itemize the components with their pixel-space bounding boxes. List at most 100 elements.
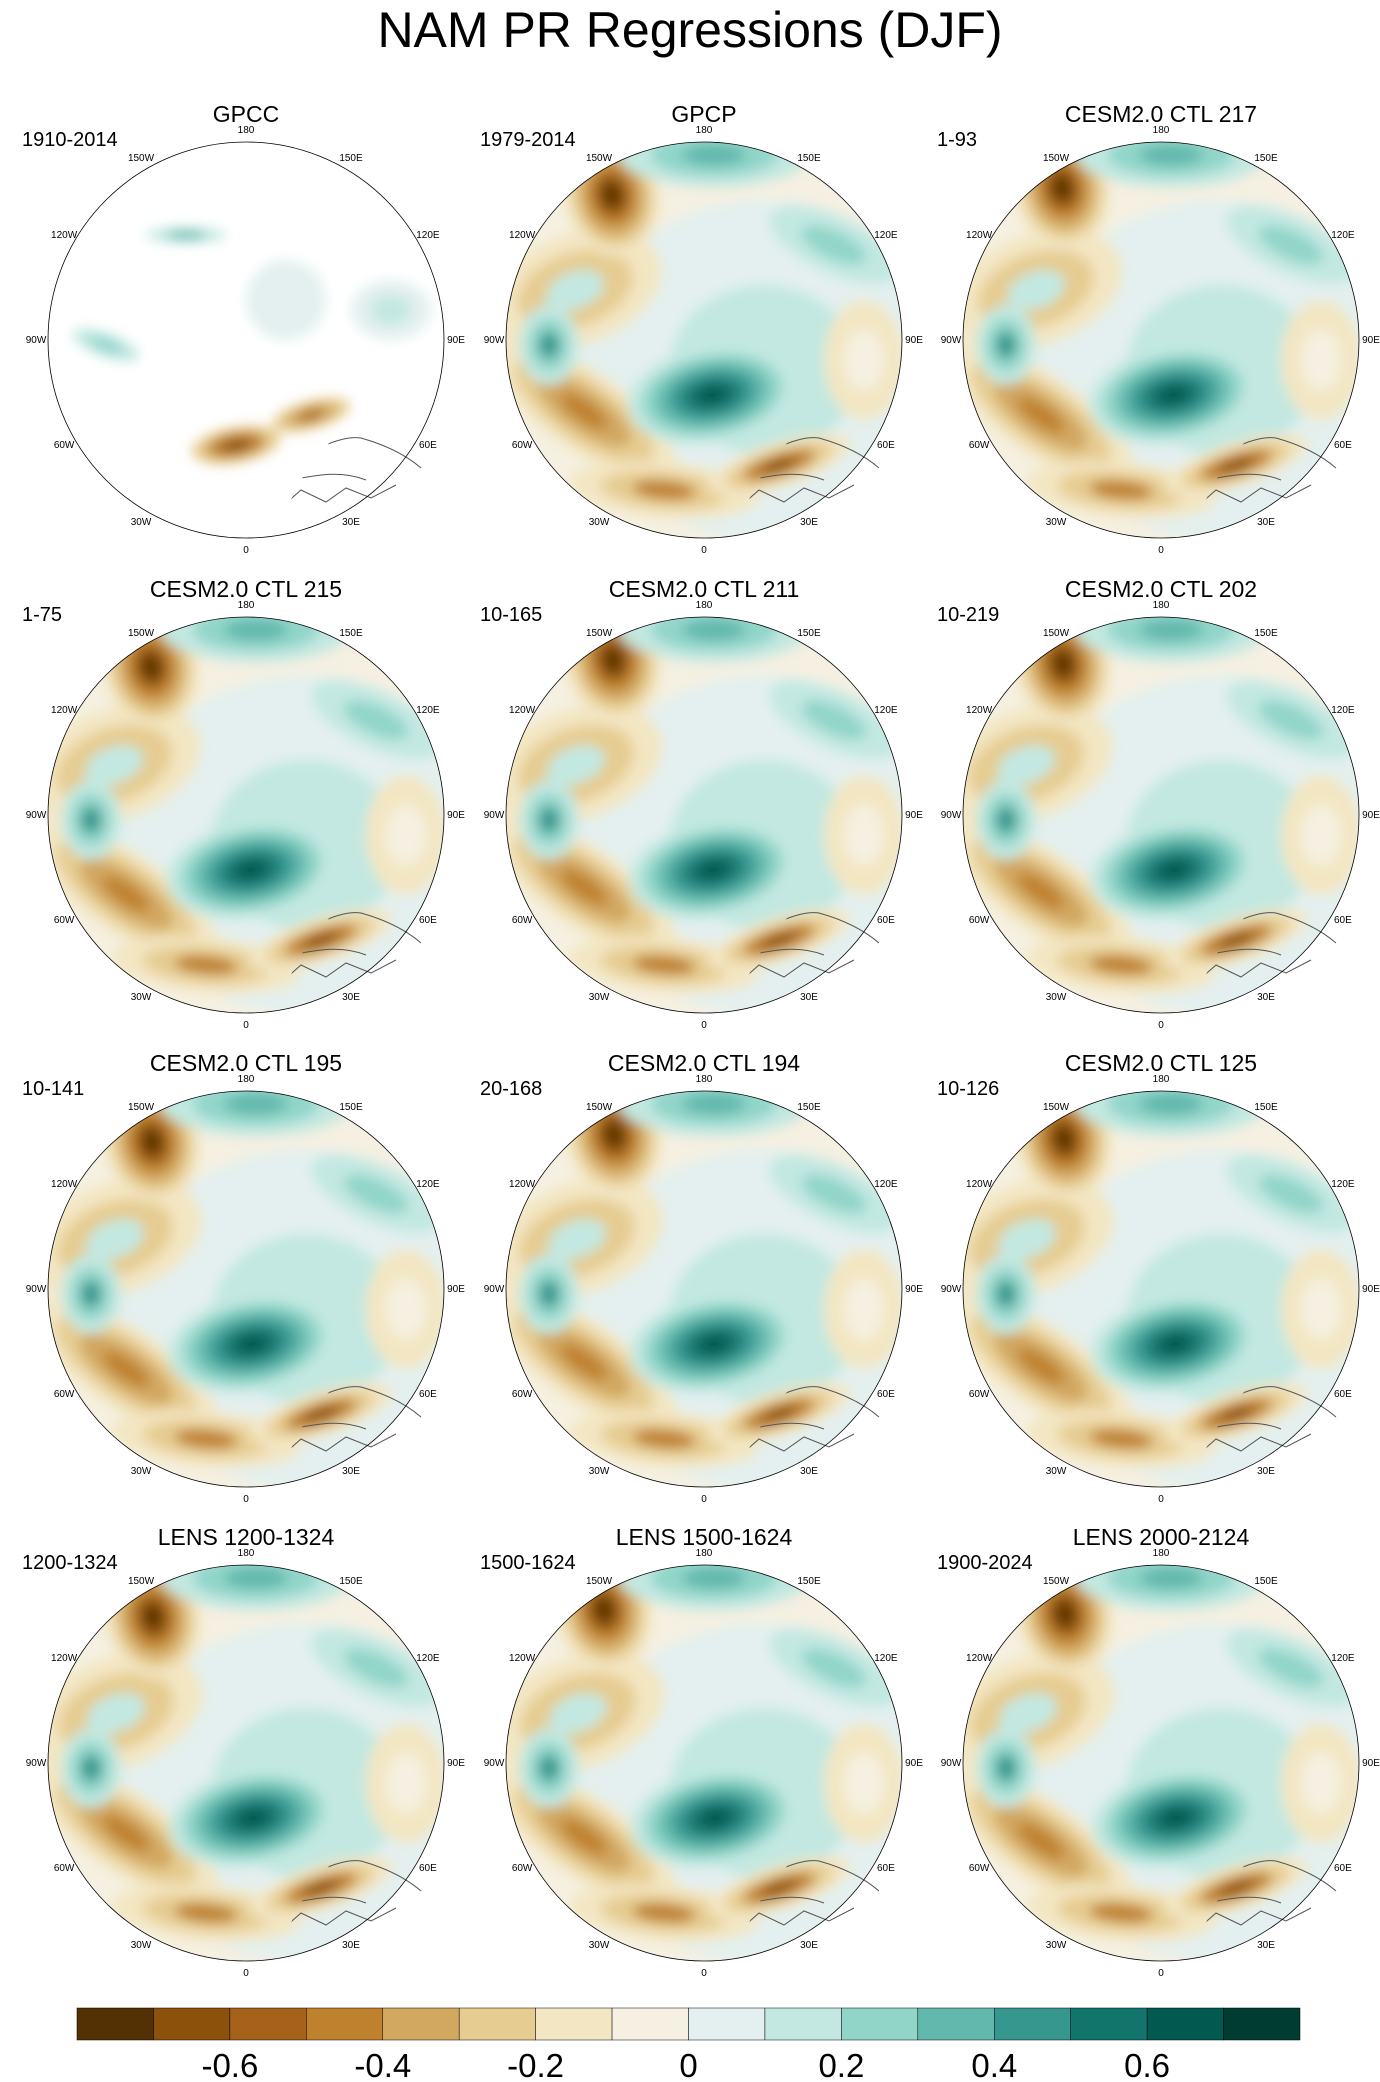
anomaly-contour bbox=[343, 1648, 409, 1688]
longitude-label: 30E bbox=[342, 1940, 360, 1951]
panel-years: 10-165 bbox=[480, 604, 543, 626]
longitude-label: 0 bbox=[701, 1968, 707, 1979]
colorbar-tick-label: 0.4 bbox=[971, 2047, 1017, 2082]
longitude-label: 90W bbox=[941, 1284, 962, 1295]
precip-field bbox=[506, 617, 902, 1013]
longitude-label: 30W bbox=[589, 1940, 610, 1951]
anomaly-contour bbox=[371, 295, 411, 325]
anomaly-contour bbox=[560, 1819, 608, 1855]
precip-field bbox=[72, 227, 431, 465]
coastline bbox=[732, 484, 855, 521]
coastline bbox=[732, 912, 880, 944]
map-panel: LENS 2000-2124 180 150E 120E 90E 60E 30E 0 30W 60… bbox=[935, 1523, 1380, 1995]
anomaly-contour bbox=[386, 1279, 426, 1339]
anomaly-contour bbox=[81, 1280, 101, 1308]
map-border bbox=[47, 1564, 445, 1962]
map-panel: CESM2.0 CTL 211 180 150E 120E 90E 60E 30E 0 30W 6… bbox=[478, 575, 930, 1047]
anomaly-contour bbox=[761, 1406, 797, 1422]
panel-title: CESM2.0 CTL 125 bbox=[1064, 1050, 1258, 1076]
polar-map: 180 150E 120E 90E 60E 30E 0 30W 60W 90W 120W 150W bbox=[26, 1074, 466, 1505]
longitude-label: 60E bbox=[877, 1389, 895, 1400]
longitude-label: 120W bbox=[509, 705, 536, 716]
colorbar-swatch bbox=[764, 2007, 842, 2041]
coastline bbox=[274, 1433, 397, 1470]
anomaly-contour bbox=[298, 409, 324, 421]
longitude-label: 90E bbox=[905, 1284, 923, 1295]
longitude-label: 120E bbox=[416, 705, 440, 716]
longitude-label: 60W bbox=[54, 440, 75, 451]
anomaly-contour bbox=[1218, 932, 1254, 948]
colorbar-tick-label: 0.2 bbox=[818, 2047, 864, 2082]
longitude-label: 30E bbox=[1257, 1466, 1275, 1477]
longitude-label: 60W bbox=[54, 1389, 75, 1400]
longitude-label: 90W bbox=[484, 1758, 505, 1769]
anomaly-contour bbox=[548, 1218, 606, 1260]
colorbar: -0.6 -0.4 -0.2 0 0.2 0.4 0.6 bbox=[76, 2007, 1301, 2082]
longitude-label: 60W bbox=[969, 915, 990, 926]
longitude-label: 180 bbox=[696, 600, 713, 611]
anomaly-contour bbox=[81, 806, 101, 834]
longitude-label: 30E bbox=[342, 1466, 360, 1477]
longitude-label: 90W bbox=[484, 810, 505, 821]
longitude-label: 60W bbox=[512, 1389, 533, 1400]
coastline bbox=[732, 1860, 880, 1892]
longitude-label: 0 bbox=[1158, 1494, 1164, 1505]
anomaly-contour bbox=[996, 1754, 1016, 1782]
longitude-label: 180 bbox=[1153, 1074, 1170, 1085]
anomaly-contour bbox=[1139, 1093, 1203, 1115]
coastline bbox=[732, 959, 855, 996]
anomaly-contour bbox=[1139, 144, 1203, 166]
longitude-label: 150W bbox=[586, 628, 613, 639]
anomaly-contour bbox=[560, 869, 608, 905]
longitude-label: 60W bbox=[969, 1863, 990, 1874]
panel-title: LENS 2000-2124 bbox=[1072, 1524, 1250, 1550]
panel-years: 1-75 bbox=[22, 604, 63, 626]
anomaly-contour bbox=[761, 1880, 797, 1896]
longitude-label: 90E bbox=[1362, 1284, 1380, 1295]
map-border bbox=[962, 616, 1360, 1014]
panel-title: CESM2.0 CTL 211 bbox=[608, 576, 800, 602]
longitude-label: 30W bbox=[1046, 1466, 1067, 1477]
longitude-label: 30E bbox=[800, 992, 818, 1003]
coastline bbox=[1189, 1386, 1337, 1418]
colorbar-tick-label: 0.6 bbox=[1124, 2047, 1170, 2082]
coastline bbox=[274, 959, 397, 996]
longitude-label: 120W bbox=[51, 1179, 78, 1190]
anomaly-contour bbox=[1159, 861, 1189, 879]
longitude-label: 120W bbox=[509, 230, 536, 241]
colorbar-tick-label: 0 bbox=[679, 2047, 697, 2082]
panel-years: 1900-2024 bbox=[937, 1552, 1033, 1574]
coastline bbox=[1189, 1907, 1312, 1944]
colorbar-swatch bbox=[306, 2007, 383, 2041]
polar-map: 180 150E 120E 90E 60E 30E 0 30W 60W 90W 120W 150W bbox=[941, 1548, 1380, 1979]
colorbar-tick-label: -0.4 bbox=[354, 2047, 411, 2082]
longitude-label: 90W bbox=[484, 1284, 505, 1295]
longitude-label: 120W bbox=[966, 1653, 993, 1664]
polar-map: 180 150E 120E 90E 60E 30E 0 30W 60W 90W 120W 150W bbox=[941, 1074, 1380, 1505]
longitude-label: 90E bbox=[905, 810, 923, 821]
anomaly-contour bbox=[844, 1753, 884, 1813]
map-border bbox=[505, 1090, 903, 1488]
anomaly-contour bbox=[1089, 955, 1153, 975]
longitude-label: 150E bbox=[797, 153, 821, 164]
precip-field bbox=[48, 1565, 444, 1961]
colorbar-swatch bbox=[611, 2007, 689, 2041]
anomaly-contour bbox=[89, 336, 123, 354]
longitude-label: 30W bbox=[131, 1466, 152, 1477]
longitude-label: 150E bbox=[1254, 153, 1278, 164]
longitude-label: 120W bbox=[966, 705, 993, 716]
longitude-label: 30E bbox=[800, 1940, 818, 1951]
anomaly-contour bbox=[303, 1880, 339, 1896]
longitude-label: 0 bbox=[1158, 1020, 1164, 1031]
coastline bbox=[1189, 912, 1337, 944]
longitude-label: 0 bbox=[243, 1968, 249, 1979]
anomaly-contour bbox=[142, 656, 160, 678]
anomaly-contour bbox=[246, 260, 326, 340]
colorbar-swatch bbox=[917, 2007, 995, 2041]
longitude-label: 30W bbox=[1046, 992, 1067, 1003]
anomaly-contour bbox=[102, 876, 150, 912]
panel-title: CESM2.0 CTL 195 bbox=[149, 1050, 343, 1076]
colorbar-swatch bbox=[688, 2007, 766, 2041]
anomaly-contour bbox=[1017, 1348, 1065, 1384]
anomaly-contour bbox=[761, 457, 797, 473]
